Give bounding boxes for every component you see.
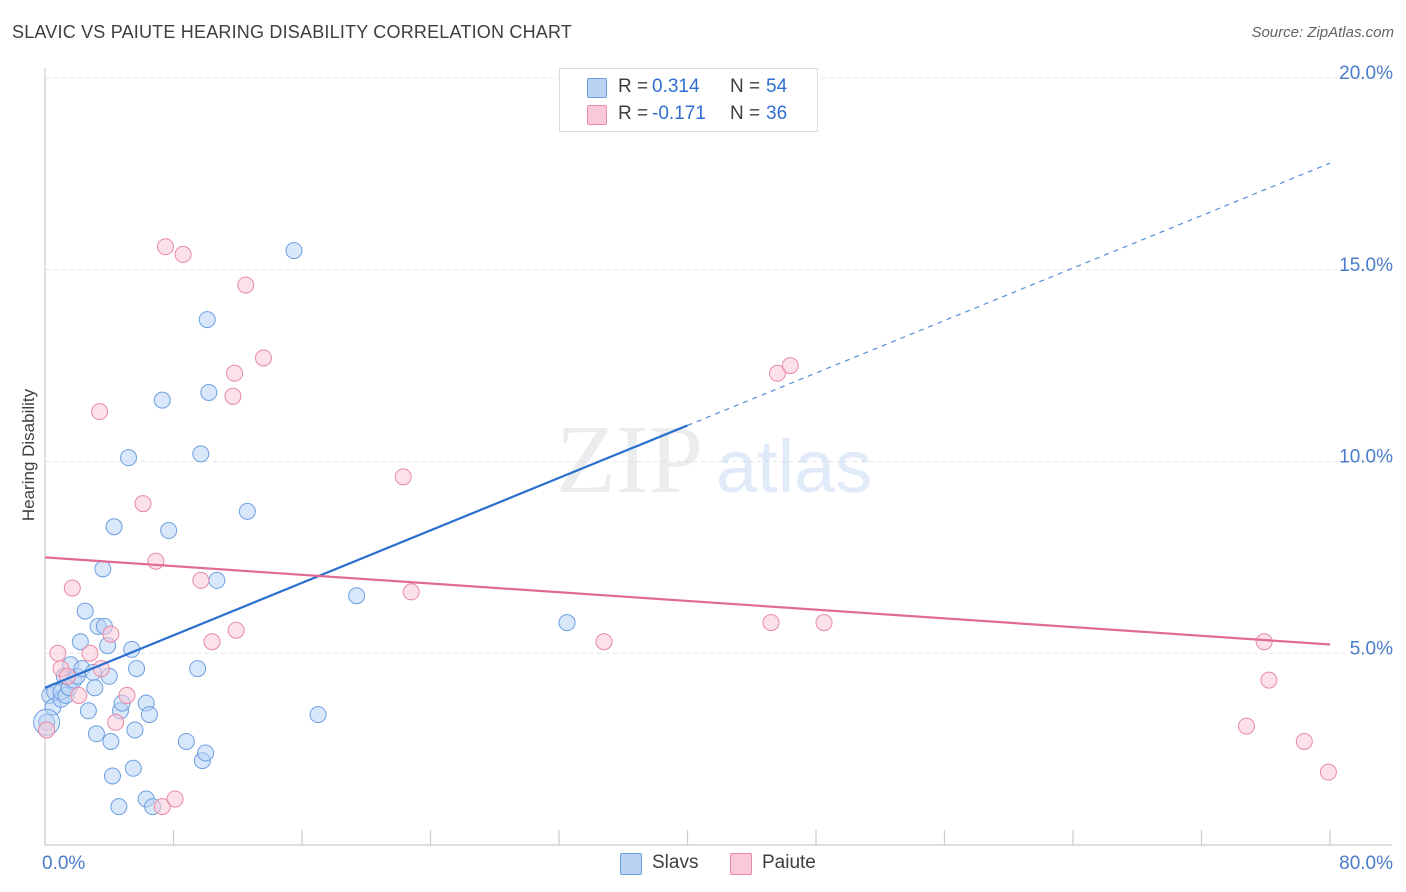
paiute-point [70,686,88,704]
y-tick-label: 10.0% [1339,447,1393,468]
slavs-point [110,798,128,816]
paiute-point [63,579,81,597]
paiute-point [1237,717,1255,735]
slavs-point [285,242,303,260]
paiute-point [815,614,833,632]
paiute-point [81,644,99,662]
slavs-trend-line [44,424,688,689]
paiute-point [118,686,136,704]
r-value: -0.171 [652,103,706,124]
slavs-point [189,660,207,678]
paiute-point [107,713,125,731]
slavs-point [102,732,120,750]
paiute-point [49,644,67,662]
slavs-point [192,445,210,463]
paiute-point [402,583,420,601]
slavs-point [238,502,256,520]
paiute-point [174,245,192,263]
paiute-point [595,633,613,651]
paiute-point [254,349,272,367]
y-tick-label: 5.0% [1350,638,1393,659]
paiute-point [38,721,56,739]
paiute-point [156,238,174,256]
slavs-point [94,560,112,578]
paiute-point [768,364,786,382]
r-value: 0.314 [652,76,700,97]
y-tick-labels: 5.0% 10.0% 15.0% 20.0% [1339,63,1393,659]
correlation-legend: R = 0.314 N = 54 R = -0.171 N = 36 [559,68,818,132]
slavs-legend-label: Slavs [652,852,699,873]
watermark-atlas: atlas [716,425,872,508]
slavs-legend-swatch [620,853,642,875]
slavs-point [76,602,94,620]
n-value: 54 [766,76,788,97]
slavs-point [197,744,215,762]
slavs-point [558,614,576,632]
slavs-trend-extension [687,162,1331,427]
paiute-point [203,633,221,651]
slavs-point [79,702,97,720]
slavs-point [105,518,123,536]
paiute-legend-swatch [730,853,752,875]
slavs-point [86,679,104,697]
chart-title: SLAVIC VS PAIUTE HEARING DISABILITY CORR… [12,22,573,42]
y-tick-label: 20.0% [1339,63,1393,84]
grid-lines [45,77,1392,654]
paiute-point [762,614,780,632]
slavs-point [309,706,327,724]
slavs-point [128,660,146,678]
slavs-point [103,767,121,785]
paiute-point [1255,633,1273,651]
paiute-point [224,387,242,405]
r-label: R = [618,76,649,97]
source-label: Source: ZipAtlas.com [1251,24,1394,41]
paiute-point [781,357,799,375]
watermark-zip: ZIP [556,406,703,514]
paiute-point [166,790,184,808]
slavs-point [198,311,216,329]
paiute-point [226,364,244,382]
watermark: ZIP atlas [556,406,872,514]
slavs-point [200,383,218,401]
y-axis-label: Hearing Disability [19,388,38,521]
slavs-point [160,522,178,540]
paiute-point [134,495,152,513]
slavs-point [177,732,195,750]
n-label: N = [730,76,761,97]
x-tick-label-min: 0.0% [42,853,85,874]
slavs-point [153,391,171,409]
x-tick-labels: 0.0% 80.0% [42,853,1393,874]
paiute-points [38,238,1337,816]
slavs-point [120,449,138,467]
n-label: N = [730,103,761,124]
slavs-point [348,587,366,605]
paiute-swatch [587,105,607,125]
slavs-point [124,759,142,777]
slavs-swatch [587,78,607,98]
slavs-point [87,725,105,743]
r-label: R = [618,103,649,124]
paiute-trend-line [44,556,1331,646]
paiute-point [1260,671,1278,689]
paiute-point [1295,732,1313,750]
slavs-point [126,721,144,739]
trend-lines [44,162,1331,689]
n-value: 36 [766,103,788,124]
paiute-legend-label: Paiute [762,852,816,873]
y-tick-label: 15.0% [1339,255,1393,276]
paiute-point [153,798,171,816]
paiute-point [192,571,210,589]
slavs-point [71,633,89,651]
paiute-point [227,621,245,639]
paiute-point [237,276,255,294]
slavs-point [208,571,226,589]
paiute-point [1319,763,1337,781]
slavs-point [140,706,158,724]
x-tick-label-max: 80.0% [1339,853,1393,874]
paiute-point [91,403,109,421]
paiute-point [147,552,165,570]
paiute-point [102,625,120,643]
paiute-point [394,468,412,486]
